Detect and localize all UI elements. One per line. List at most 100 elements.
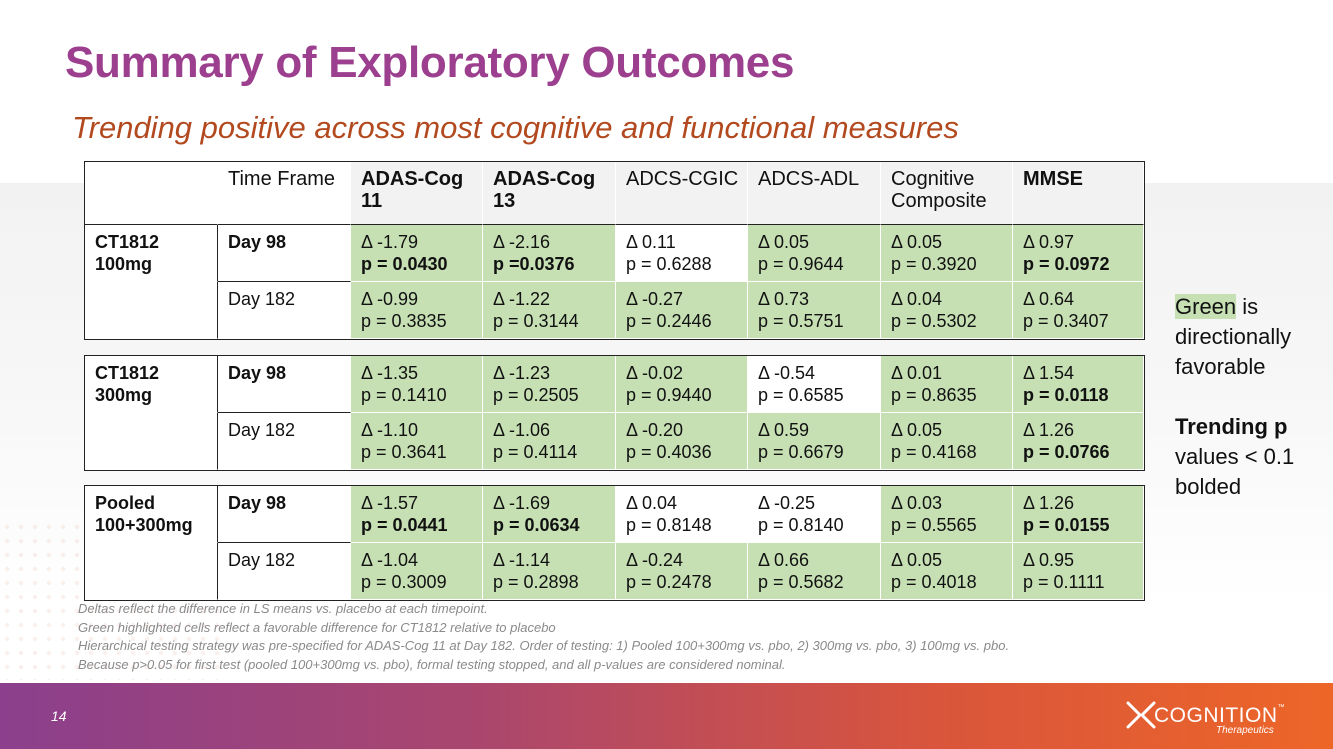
p-value: p = 0.5302 (891, 311, 977, 331)
value-cell: Δ 1.54 p = 0.0118 (1013, 356, 1144, 413)
results-table-100mg: Time Frame ADAS-Cog 11 ADAS-Cog 13 ADCS-… (84, 161, 1145, 340)
value-cell: Δ -1.35 p = 0.1410 (351, 356, 483, 413)
value-cell: Δ -1.10 p = 0.3641 (351, 413, 483, 470)
p-value: p = 0.3835 (361, 311, 447, 331)
footer-bar (0, 683, 1333, 749)
delta-value: Δ 0.97 (1023, 232, 1075, 252)
time-frame-cell: Day 182 (218, 282, 351, 339)
delta-value: Δ -0.27 (626, 289, 684, 309)
p-value: p = 0.8140 (758, 515, 844, 535)
p-value: p = 0.0430 (361, 254, 448, 274)
value-cell: Δ -1.57 p = 0.0441 (351, 486, 483, 543)
footnote: Because p>0.05 for first test (pooled 10… (78, 656, 786, 672)
value-cell: Δ -1.22 p = 0.3144 (483, 282, 616, 339)
delta-value: Δ -1.06 (493, 420, 551, 440)
value-cell: Δ -1.79 p = 0.0430 (351, 225, 483, 282)
p-value: p = 0.1410 (361, 385, 447, 405)
value-cell: Δ 0.66 p = 0.5682 (748, 543, 881, 600)
p-value: p = 0.1111 (1023, 572, 1105, 592)
p-value: p = 0.5682 (758, 572, 844, 592)
legend-green-word: Green (1175, 294, 1237, 319)
p-value: p = 0.0766 (1023, 442, 1110, 462)
legend-trending-text: values < 0.1 bolded (1175, 444, 1295, 499)
delta-value: Δ 0.05 (891, 232, 943, 252)
group-label-empty (85, 543, 218, 600)
p-value: p = 0.0155 (1023, 515, 1110, 535)
delta-value: Δ -1.23 (493, 363, 551, 383)
table-row: CT1812 300mg Day 98 Δ -1.35 p = 0.1410 Δ -1.… (85, 356, 1144, 413)
results-table-300mg: CT1812 300mg Day 98 Δ -1.35 p = 0.1410 Δ -1.… (84, 355, 1145, 471)
value-cell: Δ 0.64 p = 0.3407 (1013, 282, 1144, 339)
p-value: p = 0.3641 (361, 442, 447, 462)
delta-value: Δ -0.24 (626, 550, 684, 570)
legend-green: Green is directionally favorable (1175, 292, 1325, 382)
delta-value: Δ -1.10 (361, 420, 419, 440)
value-cell: Δ 0.97 p = 0.0972 (1013, 225, 1144, 282)
value-cell: Δ 0.05 p = 0.4018 (881, 543, 1013, 600)
p-value: p = 0.9644 (758, 254, 844, 274)
value-cell: Δ 0.05 p = 0.4168 (881, 413, 1013, 470)
delta-value: Δ 0.04 (891, 289, 943, 309)
table-row: CT1812 100mg Day 98 Δ -1.79 p = 0.0430 Δ -2.… (85, 225, 1144, 282)
delta-value: Δ -1.57 (361, 493, 419, 513)
group-label-empty (85, 282, 218, 339)
header-adas-cog-13: ADAS-Cog 13 (483, 162, 616, 225)
logo-wordmark: COGNITION™ (1154, 704, 1285, 727)
legend-green-text: is directionally favorable (1175, 294, 1292, 379)
header-mmse: MMSE (1013, 162, 1144, 225)
footnotes: Deltas reflect the difference in LS mean… (78, 600, 1009, 674)
group-label: CT1812 300mg (85, 356, 218, 413)
value-cell: Δ 0.04 p = 0.8148 (616, 486, 748, 543)
value-cell: Δ 0.04 p = 0.5302 (881, 282, 1013, 339)
delta-value: Δ 0.01 (891, 363, 943, 383)
p-value: p = 0.2478 (626, 572, 712, 592)
p-value: p = 0.8148 (626, 515, 712, 535)
delta-value: Δ -0.25 (758, 493, 816, 513)
delta-value: Δ 1.26 (1023, 493, 1075, 513)
time-frame-cell: Day 98 (218, 486, 351, 543)
value-cell: Δ 0.05 p = 0.9644 (748, 225, 881, 282)
delta-value: Δ -0.02 (626, 363, 684, 383)
header-adcs-cgic: ADCS-CGIC (616, 162, 748, 225)
time-frame-cell: Day 182 (218, 413, 351, 470)
group-label-empty (85, 413, 218, 470)
delta-value: Δ 0.04 (626, 493, 678, 513)
delta-value: Δ 0.95 (1023, 550, 1075, 570)
legend: Green is directionally favorable Trendin… (1175, 292, 1325, 502)
time-frame-cell: Day 182 (218, 543, 351, 600)
value-cell: Δ -0.20 p = 0.4036 (616, 413, 748, 470)
p-value: p = 0.0972 (1023, 254, 1110, 274)
p-value: p = 0.2505 (493, 385, 579, 405)
delta-value: Δ 0.64 (1023, 289, 1075, 309)
delta-value: Δ -1.79 (361, 232, 419, 252)
time-frame-cell: Day 98 (218, 356, 351, 413)
delta-value: Δ -1.69 (493, 493, 551, 513)
p-value: p = 0.2446 (626, 311, 712, 331)
p-value: p = 0.4036 (626, 442, 712, 462)
table-header-row: Time Frame ADAS-Cog 11 ADAS-Cog 13 ADCS-… (85, 162, 1144, 225)
p-value: p = 0.8635 (891, 385, 977, 405)
company-logo: COGNITION™ Therapeutics (1126, 700, 1285, 736)
p-value: p = 0.5565 (891, 515, 977, 535)
p-value: p =0.0376 (493, 254, 575, 274)
value-cell: Δ -2.16 p =0.0376 (483, 225, 616, 282)
value-cell: Δ 0.11 p = 0.6288 (616, 225, 748, 282)
p-value: p = 0.6288 (626, 254, 712, 274)
group-label: CT1812 100mg (85, 225, 218, 282)
value-cell: Δ 0.03 p = 0.5565 (881, 486, 1013, 543)
value-cell: Δ -0.27 p = 0.2446 (616, 282, 748, 339)
delta-value: Δ 1.54 (1023, 363, 1075, 383)
p-value: p = 0.6679 (758, 442, 844, 462)
value-cell: Δ -0.54 p = 0.6585 (748, 356, 881, 413)
delta-value: Δ -0.20 (626, 420, 684, 440)
delta-value: Δ -1.22 (493, 289, 551, 309)
header-time-frame: Time Frame (218, 162, 351, 225)
value-cell: Δ -1.14 p = 0.2898 (483, 543, 616, 600)
group-label: Pooled 100+300mg (85, 486, 218, 543)
delta-value: Δ -1.35 (361, 363, 419, 383)
header-adcs-adl: ADCS-ADL (748, 162, 881, 225)
value-cell: Δ 0.59 p = 0.6679 (748, 413, 881, 470)
value-cell: Δ 0.95 p = 0.1111 (1013, 543, 1144, 600)
header-adas-cog-11: ADAS-Cog 11 (351, 162, 483, 225)
delta-value: Δ 0.59 (758, 420, 810, 440)
